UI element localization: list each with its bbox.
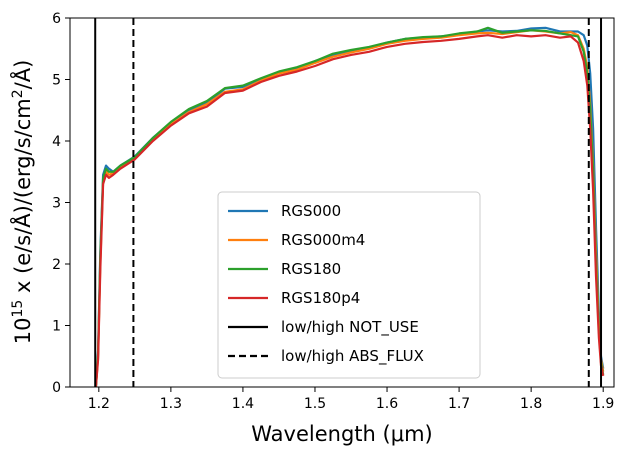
x-tick-label: 1.7	[448, 396, 470, 412]
y-axis-label: 1015 x (e/s/Å)/(erg/s/cm2/Å)	[9, 60, 35, 345]
legend-label: RGS180	[281, 260, 341, 278]
y-tick-label: 0	[52, 380, 61, 396]
y-tick-label: 2	[52, 257, 61, 273]
legend-label: low/high NOT_USE	[281, 318, 419, 337]
series-line-rgs180	[94, 26, 605, 388]
y-tick-label: 4	[52, 134, 61, 150]
legend-label: RGS000	[281, 202, 341, 220]
x-tick-label: 1.3	[160, 396, 182, 412]
y-tick-label: 5	[52, 73, 61, 89]
y-axis: 0 1 2 3 4 5 6	[52, 11, 70, 396]
y-tick-label: 3	[52, 196, 61, 212]
x-tick-label: 1.5	[304, 396, 326, 412]
x-axis: 1.2 1.3 1.4 1.5 1.6 1.7 1.8 1.9	[88, 387, 614, 412]
x-axis-label: Wavelength (μm)	[251, 422, 432, 446]
legend-label: RGS180p4	[281, 289, 360, 307]
y-tick-label: 6	[52, 11, 61, 27]
legend-box	[217, 191, 481, 379]
series-layer	[94, 26, 605, 388]
x-tick-label: 1.6	[376, 396, 398, 412]
x-tick-label: 1.8	[520, 396, 542, 412]
y-tick-label: 1	[52, 319, 61, 335]
x-tick-label: 1.4	[232, 396, 254, 412]
x-tick-label: 1.9	[592, 396, 614, 412]
x-tick-label: 1.2	[88, 396, 110, 412]
legend-label: RGS000m4	[281, 231, 365, 249]
legend-label: low/high ABS_FLUX	[281, 347, 424, 366]
reference-lines	[94, 18, 603, 387]
legend: RGS000 RGS000m4 RGS180 RGS180p4 low/high NOT…	[217, 191, 481, 379]
series-line-rgs180p4	[94, 34, 605, 388]
